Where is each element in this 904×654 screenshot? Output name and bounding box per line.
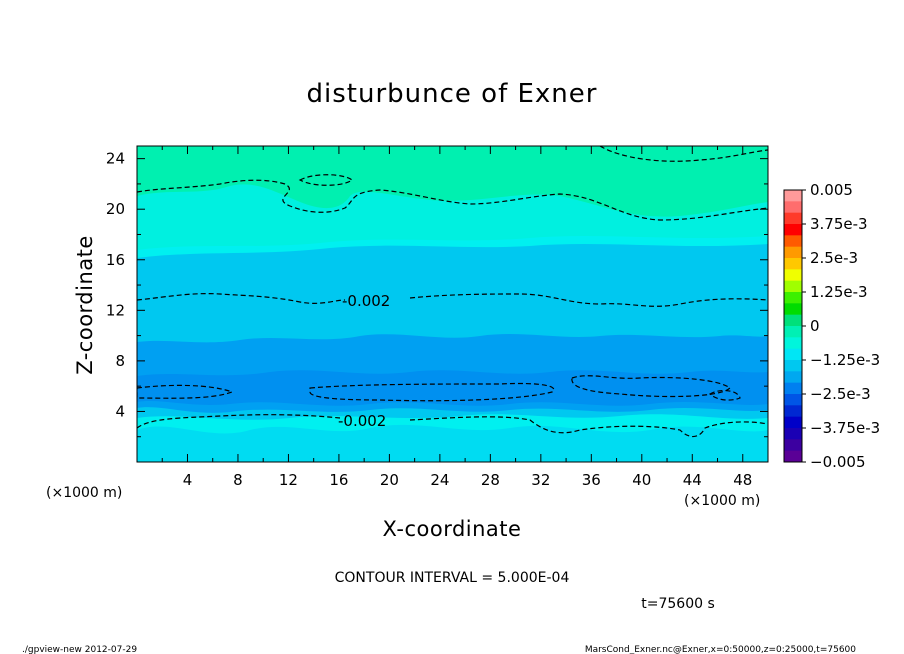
contour-left-loop <box>137 384 234 399</box>
x-tick-label: 24 <box>430 471 449 489</box>
colorbar-label: −0.005 <box>810 453 866 471</box>
colorbar-swatch <box>784 405 802 418</box>
colorbar-label: 2.5e-3 <box>810 249 858 267</box>
colorbar-swatch <box>784 416 802 429</box>
colorbar-swatch <box>784 190 802 202</box>
colorbar-swatch <box>784 450 802 463</box>
x-tick-label: 28 <box>481 471 500 489</box>
plot-frame <box>136 145 769 463</box>
colorbar-swatch <box>784 428 802 440</box>
colorbar-swatch <box>784 371 802 384</box>
band-lower-light <box>137 424 768 462</box>
colorbar-label: 0 <box>810 317 820 335</box>
x-tick-label: 20 <box>380 471 399 489</box>
chart-title: disturbunce of Exner <box>307 79 598 109</box>
contour-right-small-loop <box>709 389 741 401</box>
x-tick-label: 40 <box>632 471 651 489</box>
colorbar-swatch <box>784 201 802 214</box>
colorbar-swatch <box>784 269 802 282</box>
colorbar-swatch <box>784 382 802 395</box>
contour-small-loop <box>298 174 353 186</box>
x-axis: 4 8 12 16 20 24 28 32 36 40 44 48 <box>161 146 752 489</box>
colorbar-swatch <box>784 303 802 316</box>
plot-area: -0.002 -0.002 <box>137 146 768 462</box>
contour-minus-002-lower <box>137 414 768 438</box>
colorbar-label: −1.25e-3 <box>810 351 880 369</box>
colorbar-swatch <box>784 246 802 259</box>
colorbar-label: 3.75e-3 <box>810 215 868 233</box>
x-tick-label: 36 <box>582 471 601 489</box>
x-tick-label: 16 <box>329 471 348 489</box>
colorbar-labels: 0.005 3.75e-3 2.5e-3 1.25e-3 0 −1.25e-3 −2.5e-… <box>802 181 880 471</box>
colorbar-swatch <box>784 439 802 452</box>
y-axis-title: Z-coordinate <box>73 235 97 375</box>
colorbar-swatch <box>784 235 802 248</box>
footer-left: ./gpview-new 2012-07-29 <box>22 645 137 654</box>
colorbar-label: 0.005 <box>810 181 853 199</box>
x-tick-label: 44 <box>683 471 702 489</box>
band-top-green <box>137 146 768 217</box>
y-axis: 4 8 12 16 20 24 <box>106 150 768 438</box>
colorbar-swatch <box>784 348 802 361</box>
contour-label-lower: -0.002 <box>338 412 386 430</box>
colorbar-swatch <box>784 326 802 338</box>
footer-right: MarsCond_Exner.nc@Exner,x=0:50000,z=0:25… <box>585 645 856 654</box>
colorbar-swatch <box>784 212 802 225</box>
x-tick-label: 8 <box>233 471 243 489</box>
colorbar-swatch <box>784 360 802 372</box>
colorbar-swatch <box>784 337 802 350</box>
y-tick-label: 24 <box>106 150 125 168</box>
x-tick-label: 48 <box>733 471 752 489</box>
contour-interval: CONTOUR INTERVAL = 5.000E-04 <box>335 570 570 586</box>
colorbar-swatch <box>784 394 802 406</box>
y-tick-label: 12 <box>106 301 125 319</box>
x-tick-label: 12 <box>279 471 298 489</box>
x-axis-title: X-coordinate <box>383 517 522 541</box>
x-unit-label: (×1000 m) <box>684 493 760 509</box>
y-tick-label: 8 <box>115 352 125 370</box>
y-tick-label: 16 <box>106 251 125 269</box>
y-tick-label: 4 <box>115 402 125 420</box>
colorbar-swatch <box>784 314 802 327</box>
contour-center-loop <box>309 382 555 402</box>
colorbar-label: −2.5e-3 <box>810 385 871 403</box>
colorbar-label: −3.75e-3 <box>810 419 880 437</box>
colorbar-swatch <box>784 280 802 293</box>
time-label: t=75600 s <box>641 596 715 612</box>
x-tick-label: 4 <box>183 471 193 489</box>
colorbar-swatch <box>784 258 802 270</box>
contour-upper-wave <box>137 179 768 221</box>
contour-label-upper: -0.002 <box>342 292 390 310</box>
colorbar-label: 1.25e-3 <box>810 283 868 301</box>
x-tick-label: 32 <box>531 471 550 489</box>
colorbar-swatch <box>784 224 802 236</box>
colorbar-swatch <box>784 292 802 304</box>
y-unit-label: (×1000 m) <box>46 485 122 501</box>
band-darker-blue <box>137 370 768 406</box>
colorbar <box>784 190 802 463</box>
contour-minus-002-upper <box>137 293 768 307</box>
y-tick-label: 20 <box>106 200 125 218</box>
